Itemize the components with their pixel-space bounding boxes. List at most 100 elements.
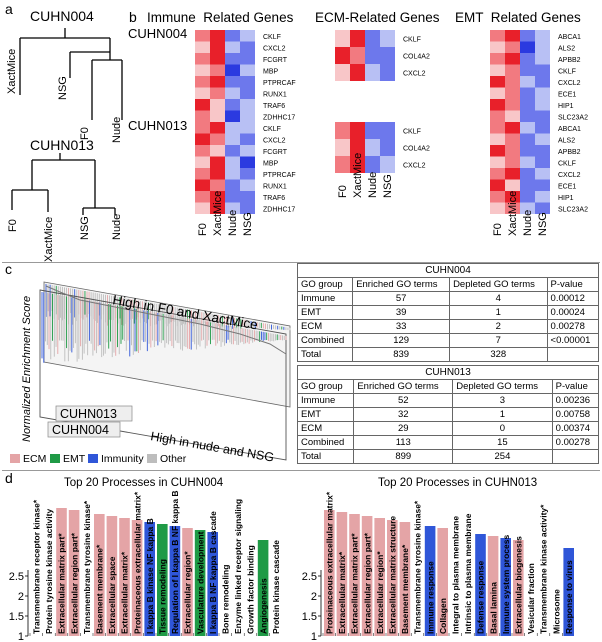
heatmap-cell bbox=[490, 30, 505, 42]
process-label: Protein kinase cascade bbox=[271, 540, 281, 634]
legend-swatch-other bbox=[147, 454, 157, 463]
heatmap-cell bbox=[520, 133, 535, 145]
series-label-0: CUHN013 bbox=[60, 407, 117, 421]
process-label: Basal lamina bbox=[488, 582, 498, 634]
heatmap-cell bbox=[535, 64, 550, 76]
gene-label: CKLF bbox=[403, 37, 421, 44]
heatmap-cell bbox=[350, 47, 365, 64]
heatmap-cell bbox=[240, 156, 255, 168]
process-tick-label: 2 bbox=[311, 591, 317, 603]
heatmap-cell bbox=[350, 122, 365, 139]
heatmap-cell bbox=[240, 64, 255, 76]
gene-label: CXCL2 bbox=[403, 163, 426, 170]
panel-d-border bbox=[2, 470, 600, 641]
process-label: Growth factor binding bbox=[246, 545, 256, 634]
heatmap-cell bbox=[490, 76, 505, 88]
process-label: Regulation of I kappa B NF kappa B bbox=[170, 490, 180, 634]
heatmap-column-label: NSG bbox=[382, 174, 394, 198]
gene-label: CXCL2 bbox=[263, 137, 286, 144]
heatmap-cell bbox=[195, 41, 210, 53]
heatmap-cell bbox=[335, 156, 350, 173]
process-label: Transmembrane tyrosine kinase* bbox=[82, 500, 92, 634]
heatmap-cell bbox=[505, 99, 520, 111]
heatmap-cell bbox=[505, 202, 520, 214]
heatmap-cell bbox=[195, 110, 210, 122]
gene-label: ECE1 bbox=[558, 183, 576, 190]
process-label: Transmembrane receptor kinase* bbox=[32, 499, 42, 634]
process-label: Bone remodeling bbox=[221, 565, 231, 634]
heatmap-cell bbox=[195, 133, 210, 145]
process-bar bbox=[56, 508, 67, 636]
heatmap-column-label: Nude bbox=[227, 210, 239, 236]
table-row: EMT 39 1 0.00024 bbox=[296, 305, 600, 320]
process-bar bbox=[194, 530, 206, 636]
heatmap-cell bbox=[225, 202, 240, 214]
gene-label: ABCA1 bbox=[558, 126, 581, 133]
heatmap-cell bbox=[195, 53, 210, 65]
heatmap-cell bbox=[490, 122, 505, 134]
process-label: Integral to plasma membrane bbox=[451, 516, 461, 634]
process-bar bbox=[361, 516, 373, 636]
heatmap-cell bbox=[490, 133, 505, 145]
process-bar bbox=[399, 522, 411, 636]
heatmap-column-label: XactMice bbox=[507, 191, 519, 236]
process-label: Extracellular matrix part* bbox=[350, 533, 360, 634]
heatmap-cell bbox=[210, 53, 225, 65]
process-label: Extracellular matrix structure bbox=[388, 516, 398, 634]
heatmap-column-label: XactMice bbox=[212, 191, 224, 236]
heatmap-cell bbox=[240, 145, 255, 157]
table-header: Enriched GO terms bbox=[353, 379, 454, 394]
heatmap-cell bbox=[365, 122, 380, 139]
heatmap-cell bbox=[335, 139, 350, 156]
heatmap-cell bbox=[490, 87, 505, 99]
gene-label: APBB2 bbox=[558, 57, 581, 64]
heatmap-cell bbox=[505, 41, 520, 53]
heatmap-cell bbox=[210, 64, 225, 76]
process-bar bbox=[513, 540, 524, 636]
heatmap-cell bbox=[505, 191, 520, 203]
heatmap-cell bbox=[490, 156, 505, 168]
heatmap-title-ecm: ECM-Related Genes bbox=[315, 10, 440, 25]
gene-label: ALS2 bbox=[558, 137, 575, 144]
dendro-leaf-bottom-3: Nude bbox=[111, 214, 123, 240]
heatmap-cell bbox=[490, 110, 505, 122]
heatmap-cell bbox=[240, 87, 255, 99]
process-label: Vesicular fraction bbox=[526, 563, 536, 634]
heatmap-cell bbox=[225, 99, 240, 111]
table-header-row: GO group Enriched GO terms Depleted GO t… bbox=[296, 277, 600, 292]
heatmap-cell bbox=[240, 202, 255, 214]
series-label-box-0 bbox=[55, 405, 133, 422]
heatmap-cell bbox=[535, 30, 550, 42]
heatmap-cell bbox=[225, 76, 240, 88]
heatmap-cell bbox=[505, 53, 520, 65]
panel-label-b: b bbox=[129, 9, 137, 25]
process-bar bbox=[119, 518, 130, 636]
legend-label-emt: EMT bbox=[63, 453, 86, 465]
heatmap-cell bbox=[225, 145, 240, 157]
gene-label: TRAF6 bbox=[263, 195, 285, 202]
gene-label: RUNX1 bbox=[263, 91, 287, 98]
heatmap-cell bbox=[210, 30, 225, 42]
heatmap-cell bbox=[225, 179, 240, 191]
heatmap-cell bbox=[535, 122, 550, 134]
heatmap-cell bbox=[195, 87, 210, 99]
heatmap-cell bbox=[195, 76, 210, 88]
legend-label-immunity: Immunity bbox=[101, 453, 144, 465]
dendro-title-top: CUHN004 bbox=[30, 8, 94, 24]
heatmap-cell bbox=[225, 87, 240, 99]
heatmap-cell bbox=[225, 156, 240, 168]
heatmap-cell bbox=[350, 156, 365, 173]
heatmap-cell bbox=[225, 133, 240, 145]
heatmap-cell bbox=[240, 41, 255, 53]
process-bar bbox=[374, 518, 385, 636]
table-title: CUHN004 bbox=[297, 263, 599, 278]
heatmap-cell bbox=[365, 139, 380, 156]
dendro-leaf-bottom-1: XactMice bbox=[43, 217, 55, 262]
dendro-leaf-top-2: F0 bbox=[79, 127, 91, 140]
table-row: ECM 29 0 0.00374 bbox=[296, 421, 600, 436]
heatmap-cell bbox=[225, 64, 240, 76]
heatmap-cell bbox=[520, 64, 535, 76]
process-bar bbox=[500, 538, 511, 636]
legend-swatch-emt bbox=[50, 454, 60, 463]
heatmap-cell bbox=[490, 41, 505, 53]
